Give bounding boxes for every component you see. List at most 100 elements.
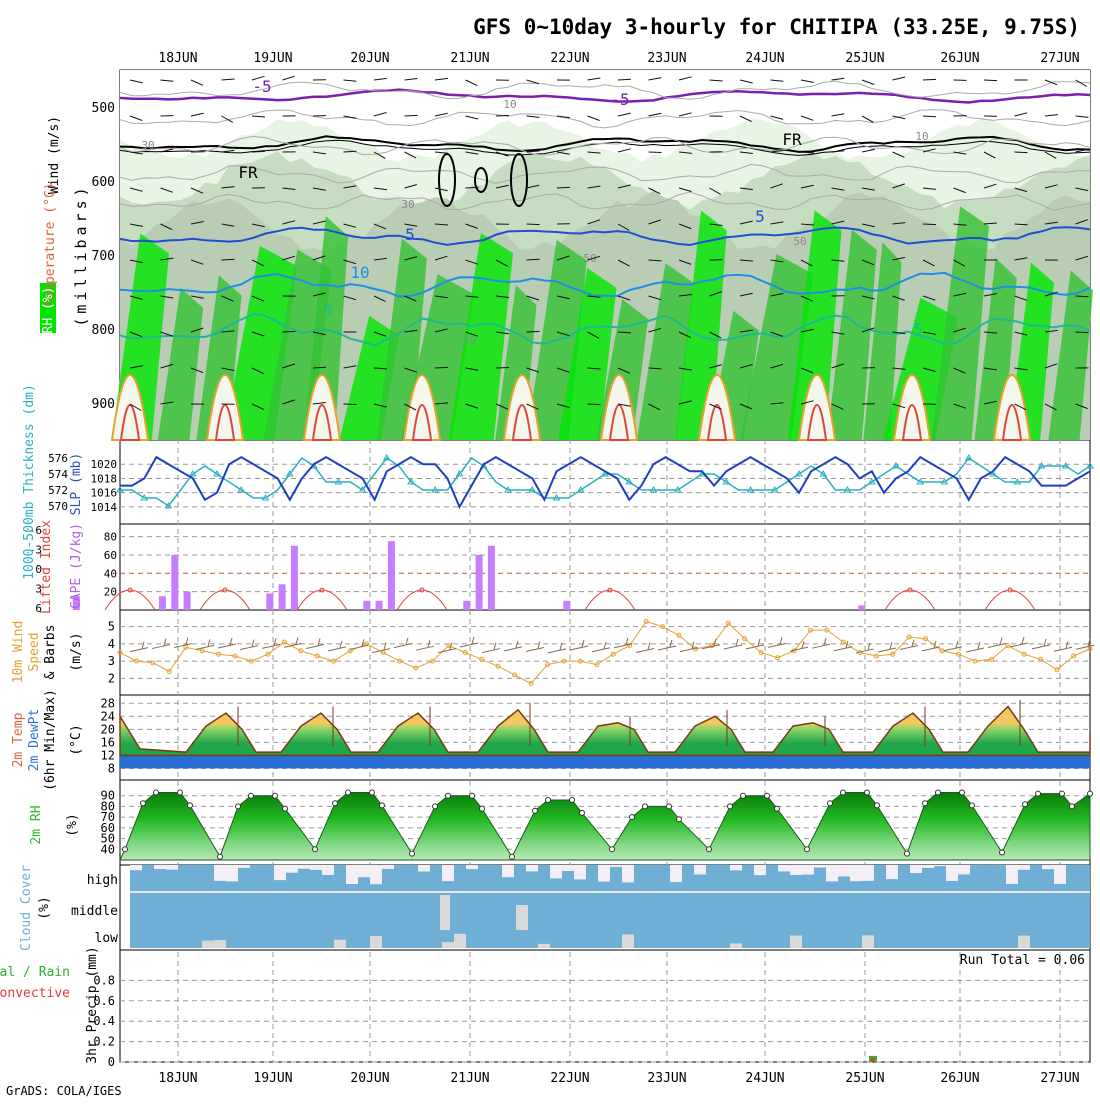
- rh-marker: [1036, 791, 1041, 796]
- rh-marker: [970, 803, 975, 808]
- cape-bar: [279, 584, 286, 610]
- xsec-ylabel-rh: RH (%): [41, 287, 56, 334]
- wind-barb-10m-flag: [1000, 637, 1002, 644]
- cloud-low-bar: [442, 942, 454, 948]
- wind-barb: [923, 79, 936, 80]
- rh-marker: [828, 801, 833, 806]
- rh-tick-label: 40: [101, 842, 115, 856]
- wind-barb-10m-flag: [208, 639, 210, 646]
- wind-barb: [252, 151, 265, 152]
- wind-tick-label: 2: [108, 671, 115, 685]
- cloud-high-gap: [214, 865, 226, 881]
- wind-barb-10m: [548, 649, 566, 653]
- contour-label: -5: [610, 90, 629, 109]
- wind-barb-10m: [636, 648, 654, 652]
- cape-ylabel-cape: CAPE (J/kg): [69, 523, 84, 609]
- cloud-high-gap: [922, 865, 934, 868]
- wind-barb-10m-flag: [252, 640, 254, 647]
- cloud-high-gap: [382, 865, 394, 869]
- cloud-high-gap: [346, 865, 358, 884]
- cape-tick-label: 80: [104, 531, 117, 544]
- day-label-bottom: 24JUN: [745, 1071, 784, 1086]
- temp-tick-label: 20: [101, 722, 115, 736]
- day-label-top: 24JUN: [745, 51, 784, 66]
- day-label-top: 19JUN: [253, 51, 292, 66]
- rh-marker: [283, 806, 288, 811]
- rh-marker: [433, 804, 438, 809]
- rh-marker: [546, 798, 551, 803]
- footer-credit: GrADS: COLA/IGES: [6, 1084, 122, 1098]
- wind-barb-10m-flag: [1066, 641, 1068, 648]
- cloud-high-gap: [166, 865, 178, 870]
- thk-tick-label: 570: [48, 500, 68, 513]
- thk-tick-label: 576: [48, 452, 68, 465]
- rh-marker: [1088, 791, 1093, 796]
- rh-marker: [865, 790, 870, 795]
- cloud-high-gap: [838, 865, 850, 877]
- cloud-high-gap: [670, 865, 682, 882]
- wind-barb-10m-flag: [604, 642, 606, 649]
- wind-barb-10m: [900, 645, 918, 649]
- xsec-ylabel-mb: (millibars): [72, 183, 90, 326]
- cloud-low-bar: [862, 935, 874, 948]
- wind-barb-10m: [1054, 647, 1072, 651]
- cape-bar: [476, 555, 483, 610]
- wind-barb: [496, 116, 509, 117]
- cloud-high-gap: [934, 865, 946, 866]
- rh-marker: [741, 793, 746, 798]
- wind-barb: [435, 367, 448, 368]
- cloud-high-gap: [1042, 865, 1054, 869]
- wind-barb: [649, 152, 662, 153]
- rh-marker: [841, 790, 846, 795]
- wind-barb-10m: [746, 645, 764, 649]
- cloud-mid-bar: [516, 905, 528, 930]
- precip-ylabel-2: Convective: [0, 986, 70, 1001]
- temp-tick-label: 8: [108, 761, 115, 775]
- temp-tick-label: 24: [101, 709, 115, 723]
- cloud-low-bar: [622, 934, 634, 948]
- wind-barb-10m: [922, 647, 940, 651]
- temp-tick-label: 28: [101, 696, 115, 710]
- cross-section-panel: 500600700800900-5-5FRFR55105510103030505…: [92, 70, 1093, 440]
- wind-barb: [222, 259, 235, 260]
- day-label-bottom: 27JUN: [1040, 1071, 1079, 1086]
- contour-label: 10: [350, 263, 369, 282]
- cloud-level-label: high: [87, 873, 118, 888]
- day-label-top: 20JUN: [350, 51, 389, 66]
- rh-marker: [960, 790, 965, 795]
- temp-ylabel-3: (6hr Min/Max): [43, 689, 58, 791]
- cape-ylabel-li: Lifted Index: [39, 520, 54, 614]
- cloud-low-bar: [538, 944, 550, 948]
- contour-label: 10: [503, 98, 516, 111]
- contour-label: 30: [141, 139, 154, 152]
- precip-tick-label: 0: [108, 1055, 115, 1069]
- wind-barb-10m: [834, 647, 852, 651]
- precip-ylabel-1: Total / Rain: [0, 965, 70, 980]
- cloud-high-gap: [298, 865, 310, 869]
- cape-bar: [363, 601, 370, 610]
- wind-barb-10m: [724, 645, 742, 649]
- cloud-level-label: low: [95, 931, 119, 946]
- contour-label: FR: [238, 163, 258, 182]
- cloud-high-gap: [1054, 865, 1066, 884]
- wind-barb: [344, 404, 357, 405]
- wind-barb-10m-flag: [296, 637, 298, 644]
- cloud-high-gap: [418, 865, 430, 872]
- day-label-bottom: 23JUN: [647, 1071, 686, 1086]
- cloud-high-gap: [826, 865, 838, 881]
- wind-barb: [588, 404, 601, 405]
- cloud-high-gap: [130, 865, 142, 870]
- contour-label: 50: [583, 252, 596, 265]
- wind-ylabel-2: Speed: [27, 632, 42, 671]
- li-curve: [200, 590, 250, 610]
- cape-bar: [388, 541, 395, 610]
- rh-ylabel-units: (%): [65, 813, 80, 836]
- wind-barb-10m-flag: [516, 641, 518, 648]
- chart-title: GFS 0~10day 3-hourly for CHITIPA (33.25E…: [473, 15, 1080, 39]
- wind-barb-10m-flag: [912, 639, 914, 646]
- wind-barb-10m: [878, 648, 896, 652]
